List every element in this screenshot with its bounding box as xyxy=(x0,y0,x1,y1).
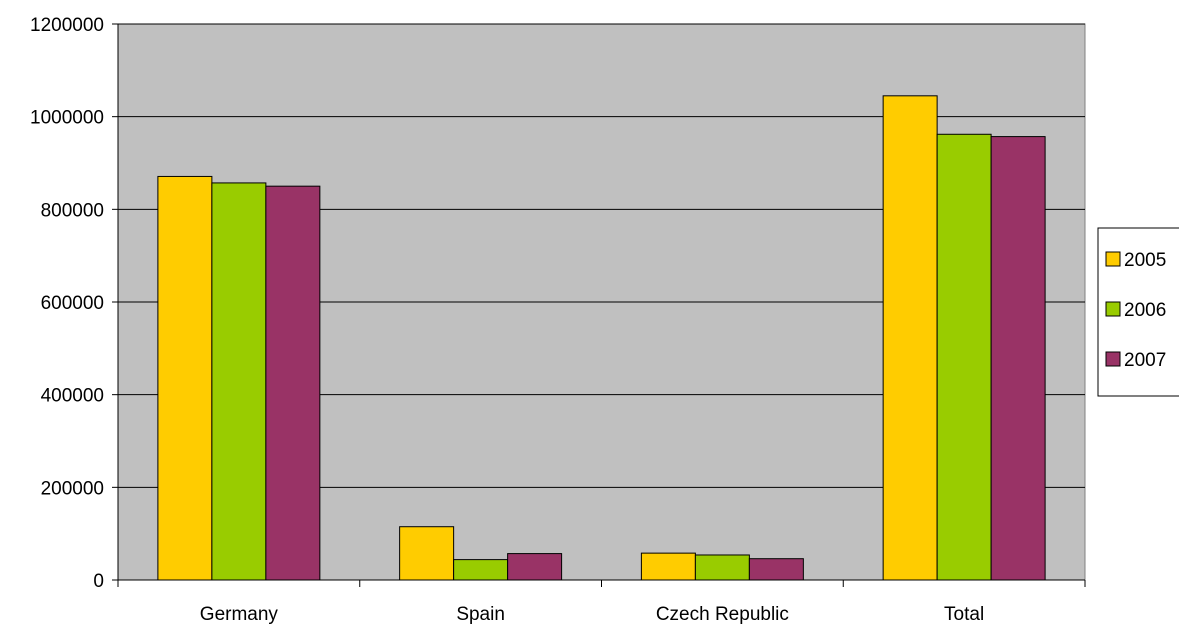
bar xyxy=(694,554,750,581)
bar xyxy=(453,559,509,581)
y-tick-label: 400000 xyxy=(41,386,104,407)
x-tick-label: Germany xyxy=(200,604,279,625)
y-tick-label: 1000000 xyxy=(30,108,104,129)
bar xyxy=(211,182,267,581)
legend-swatch xyxy=(1105,301,1121,317)
legend-swatch xyxy=(1105,351,1121,367)
legend: 2005 2006 2007 xyxy=(1097,227,1179,397)
bar xyxy=(640,552,696,581)
y-axis: 0 200000 400000 600000 800000 1000000 1200000 xyxy=(30,15,119,592)
bar xyxy=(748,558,804,581)
x-tick-label: Czech Republic xyxy=(656,604,789,625)
bar xyxy=(265,185,321,581)
bar xyxy=(157,175,213,581)
bars xyxy=(157,95,1046,581)
legend-label: 2006 xyxy=(1124,300,1166,321)
y-tick-label: 200000 xyxy=(41,478,104,499)
x-tick-label: Total xyxy=(944,604,984,625)
legend-label: 2005 xyxy=(1124,250,1166,271)
legend-swatch xyxy=(1105,251,1121,267)
bar xyxy=(936,133,992,581)
bar xyxy=(882,95,938,581)
legend-label: 2007 xyxy=(1124,350,1166,371)
x-axis: Germany Spain Czech Republic Total xyxy=(117,579,1086,625)
y-tick-label: 600000 xyxy=(41,293,104,314)
y-tick-label: 0 xyxy=(93,571,104,592)
x-tick-label: Spain xyxy=(456,604,505,625)
bar xyxy=(399,526,455,581)
bar xyxy=(507,553,563,581)
bar xyxy=(990,136,1046,581)
y-tick-label: 1200000 xyxy=(30,15,104,36)
y-tick-label: 800000 xyxy=(41,200,104,221)
